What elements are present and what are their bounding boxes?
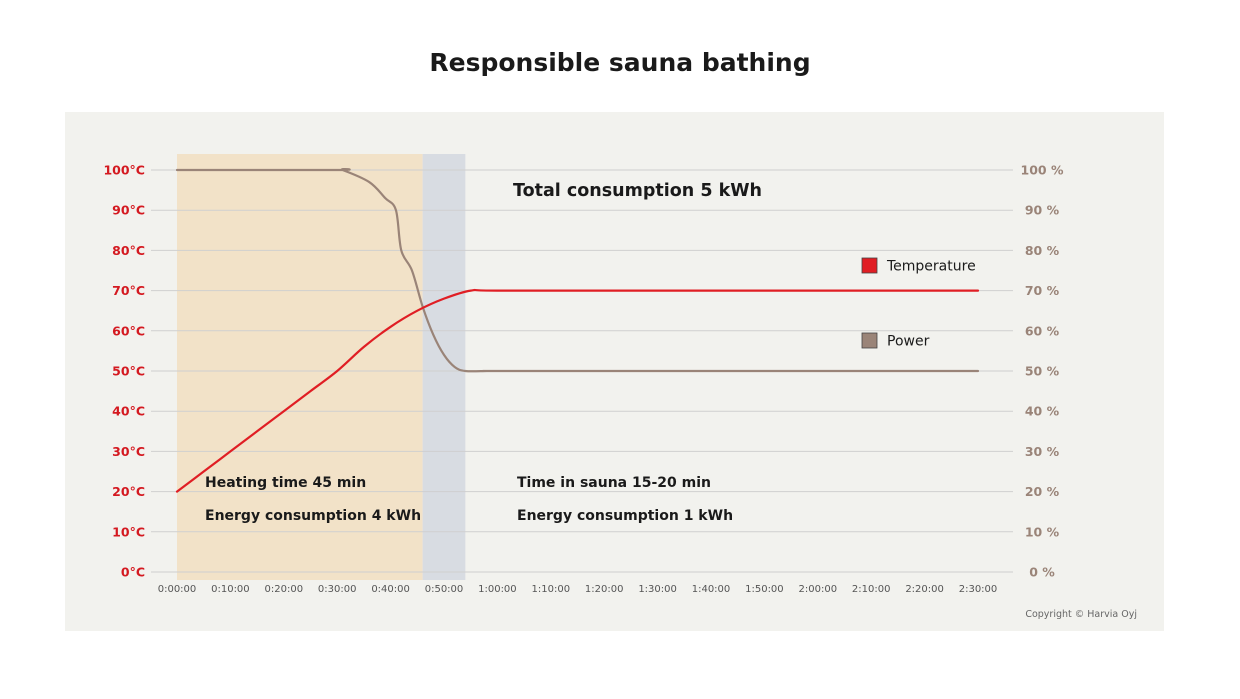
x-tick-label: 0:00:00 xyxy=(158,584,197,595)
y-left-tick-label: 80°C xyxy=(112,243,145,258)
total-consumption-label: Total consumption 5 kWh xyxy=(513,181,762,201)
heating-energy-label: Energy consumption 4 kWh xyxy=(205,508,421,524)
y-right-tick-label: 80 % xyxy=(1025,243,1060,258)
series-lines xyxy=(175,168,980,493)
series-line-power xyxy=(175,168,980,373)
x-tick-label: 0:30:00 xyxy=(318,584,357,595)
x-tick-label: 1:30:00 xyxy=(638,584,677,595)
legend-swatch-power xyxy=(861,332,878,349)
x-tick-label: 0:10:00 xyxy=(211,584,250,595)
y-right-tick-label: 70 % xyxy=(1025,283,1060,298)
x-tick-label: 2:10:00 xyxy=(852,584,891,595)
x-tick-label: 1:20:00 xyxy=(585,584,624,595)
chart-title: Responsible sauna bathing xyxy=(429,48,811,77)
region-heating xyxy=(177,154,423,580)
y-right-tick-label: 40 % xyxy=(1025,404,1060,419)
y-right-tick-label: 10 % xyxy=(1025,524,1060,539)
y-right-tick-label: 20 % xyxy=(1025,484,1060,499)
legend-label-temperature: Temperature xyxy=(886,259,976,275)
y-left-tick-label: 50°C xyxy=(112,364,145,379)
legend-swatch-temperature xyxy=(861,257,878,274)
x-tick-label: 0:20:00 xyxy=(265,584,304,595)
x-tick-label: 1:40:00 xyxy=(692,584,731,595)
regions xyxy=(177,154,466,580)
series-line-temperature xyxy=(175,288,980,493)
x-tick-label: 1:10:00 xyxy=(532,584,571,595)
copyright-text: Copyright © Harvia Oyj xyxy=(1025,609,1137,620)
sauna-time-label: Time in sauna 15-20 min xyxy=(517,475,711,491)
y-right-tick-label: 0 % xyxy=(1029,565,1055,580)
y-left-tick-label: 60°C xyxy=(112,323,145,338)
x-ticks: 0:00:00 0:10:00 0:20:00 0:30:00 0:40:00 0:50:… xyxy=(158,584,998,595)
y-right-tick-label: 50 % xyxy=(1025,364,1060,379)
y-left-tick-label: 20°C xyxy=(112,484,145,499)
chart-svg: 0°C 10°C 20°C 30°C 40°C 50°C 60°C 70°C 80°C 90°C 1… xyxy=(103,154,1137,620)
y-right-tick-label: 100 % xyxy=(1021,163,1064,178)
y-left-tick-label: 40°C xyxy=(112,404,145,419)
y-left-ticks: 0°C 10°C 20°C 30°C 40°C 50°C 60°C 70°C 80°C 90°C 1… xyxy=(103,163,145,580)
x-tick-label: 0:50:00 xyxy=(425,584,464,595)
y-left-tick-label: 30°C xyxy=(112,444,145,459)
y-right-tick-label: 90 % xyxy=(1025,203,1060,218)
y-left-tick-label: 10°C xyxy=(112,524,145,539)
x-tick-label: 1:00:00 xyxy=(478,584,517,595)
heating-time-label: Heating time 45 min xyxy=(205,475,366,491)
legend: Temperature Power xyxy=(861,257,976,350)
y-right-tick-label: 30 % xyxy=(1025,444,1060,459)
x-tick-label: 2:30:00 xyxy=(959,584,998,595)
chart-panel: 0°C 10°C 20°C 30°C 40°C 50°C 60°C 70°C 80°C 90°C 1… xyxy=(65,112,1164,631)
y-left-tick-label: 90°C xyxy=(112,203,145,218)
x-tick-label: 1:50:00 xyxy=(745,584,784,595)
y-left-tick-label: 100°C xyxy=(103,163,145,178)
x-tick-label: 2:00:00 xyxy=(799,584,838,595)
region-transition xyxy=(422,154,466,580)
y-left-tick-label: 70°C xyxy=(112,283,145,298)
y-right-tick-label: 60 % xyxy=(1025,323,1060,338)
x-tick-label: 0:40:00 xyxy=(371,584,410,595)
y-right-ticks: 0 % 10 % 20 % 30 % 40 % 50 % 60 % 70 % 80 % 90 % 1… xyxy=(1021,163,1064,580)
x-tick-label: 2:20:00 xyxy=(905,584,944,595)
legend-label-power: Power xyxy=(887,334,930,350)
y-left-tick-label: 0°C xyxy=(121,565,145,580)
sauna-energy-label: Energy consumption 1 kWh xyxy=(517,508,733,524)
